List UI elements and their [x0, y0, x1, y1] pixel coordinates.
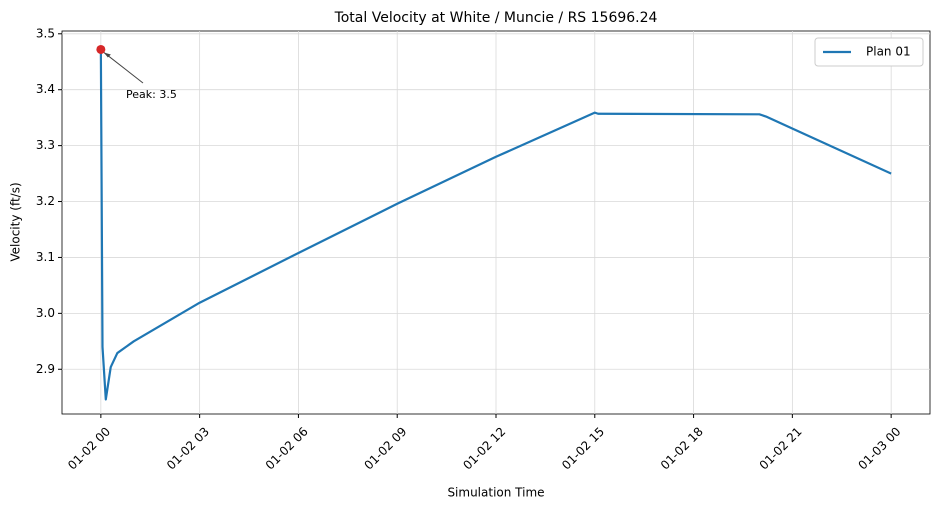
x-tick-label: 01-02 09: [362, 424, 410, 472]
annotation-arrowhead: [103, 52, 111, 58]
x-tick-label: 01-02 03: [164, 424, 212, 472]
y-axis-label: Velocity (ft/s): [9, 182, 23, 261]
line-series: [99, 49, 892, 401]
annotation-arrow: [103, 52, 144, 84]
x-tick-label: 01-02 18: [658, 424, 706, 472]
peak-marker: [96, 44, 106, 54]
legend-box: [814, 37, 924, 67]
y-tick-label: 3.0: [36, 306, 55, 320]
x-tick-label: 01-02 06: [263, 424, 311, 472]
x-tick-label: 01-02 21: [757, 424, 805, 472]
x-tick-label: 01-02 00: [65, 424, 113, 472]
x-tick-label: 01-02 15: [559, 424, 607, 472]
y-tick-label: 3.2: [36, 194, 55, 208]
x-tick-label: 01-02 12: [460, 424, 508, 472]
x-tick-label: 01-03 00: [855, 424, 903, 472]
x-axis-label: Simulation Time: [447, 486, 544, 500]
legend-label: Plan 01: [866, 45, 911, 59]
y-tick-label: 3.3: [36, 138, 55, 152]
annotation-text: Peak: 3.5: [126, 88, 177, 101]
chart-title: Total Velocity at White / Muncie / RS 15…: [334, 10, 658, 26]
y-tick-label: 3.1: [36, 250, 55, 264]
y-tick-label: 3.5: [36, 26, 55, 40]
y-tick-label: 3.4: [36, 82, 55, 96]
y-tick-label: 2.9: [36, 362, 55, 376]
